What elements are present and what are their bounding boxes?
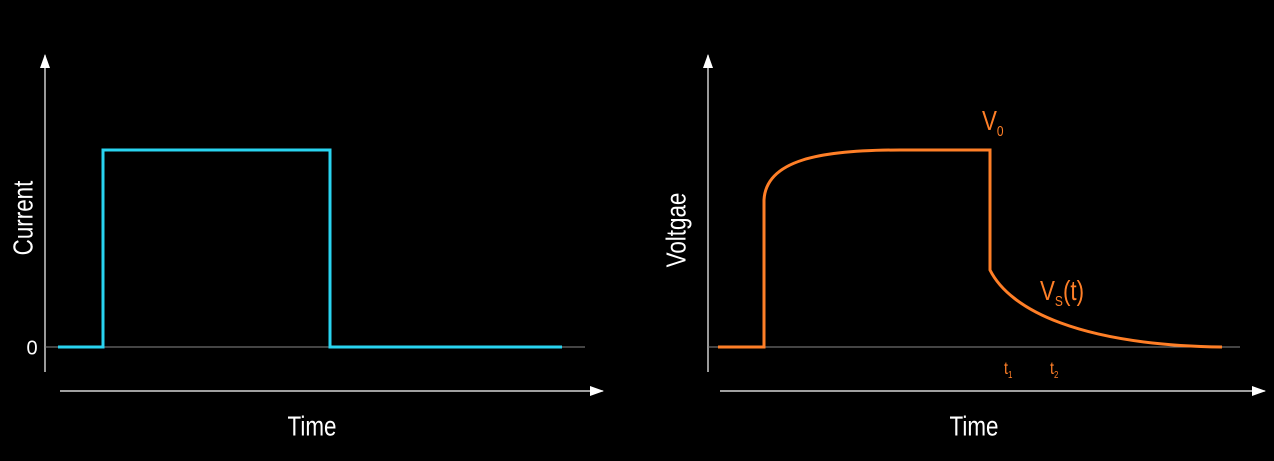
v0-main: V	[982, 106, 997, 137]
vs-sub: S	[1055, 293, 1063, 310]
v0-sub: 0	[997, 123, 1004, 140]
t1-label: t1	[1004, 359, 1012, 381]
t2-label: t2	[1050, 359, 1058, 381]
zero-label: 0	[26, 337, 37, 359]
y-label: Voltgae	[661, 193, 692, 268]
x-label: Time	[288, 411, 337, 442]
v0-label: V0	[982, 106, 1004, 140]
x-label: Time	[950, 411, 999, 442]
current-pulse	[58, 148, 562, 349]
vs-rest: (t)	[1063, 276, 1084, 307]
y-label: Current	[8, 181, 39, 256]
vs-main: V	[1040, 276, 1055, 307]
t2-main: t	[1050, 359, 1054, 379]
current-plot: Current 0 Time	[8, 54, 604, 442]
voltage-plot: Voltgae Time V0 VS(t) t1 t2	[661, 54, 1266, 442]
voltage-curve	[718, 148, 1223, 349]
vs-label: VS(t)	[1040, 276, 1084, 310]
t1-main: t	[1004, 359, 1008, 379]
t2-sub: 2	[1054, 369, 1058, 380]
t1-sub: 1	[1008, 369, 1012, 380]
